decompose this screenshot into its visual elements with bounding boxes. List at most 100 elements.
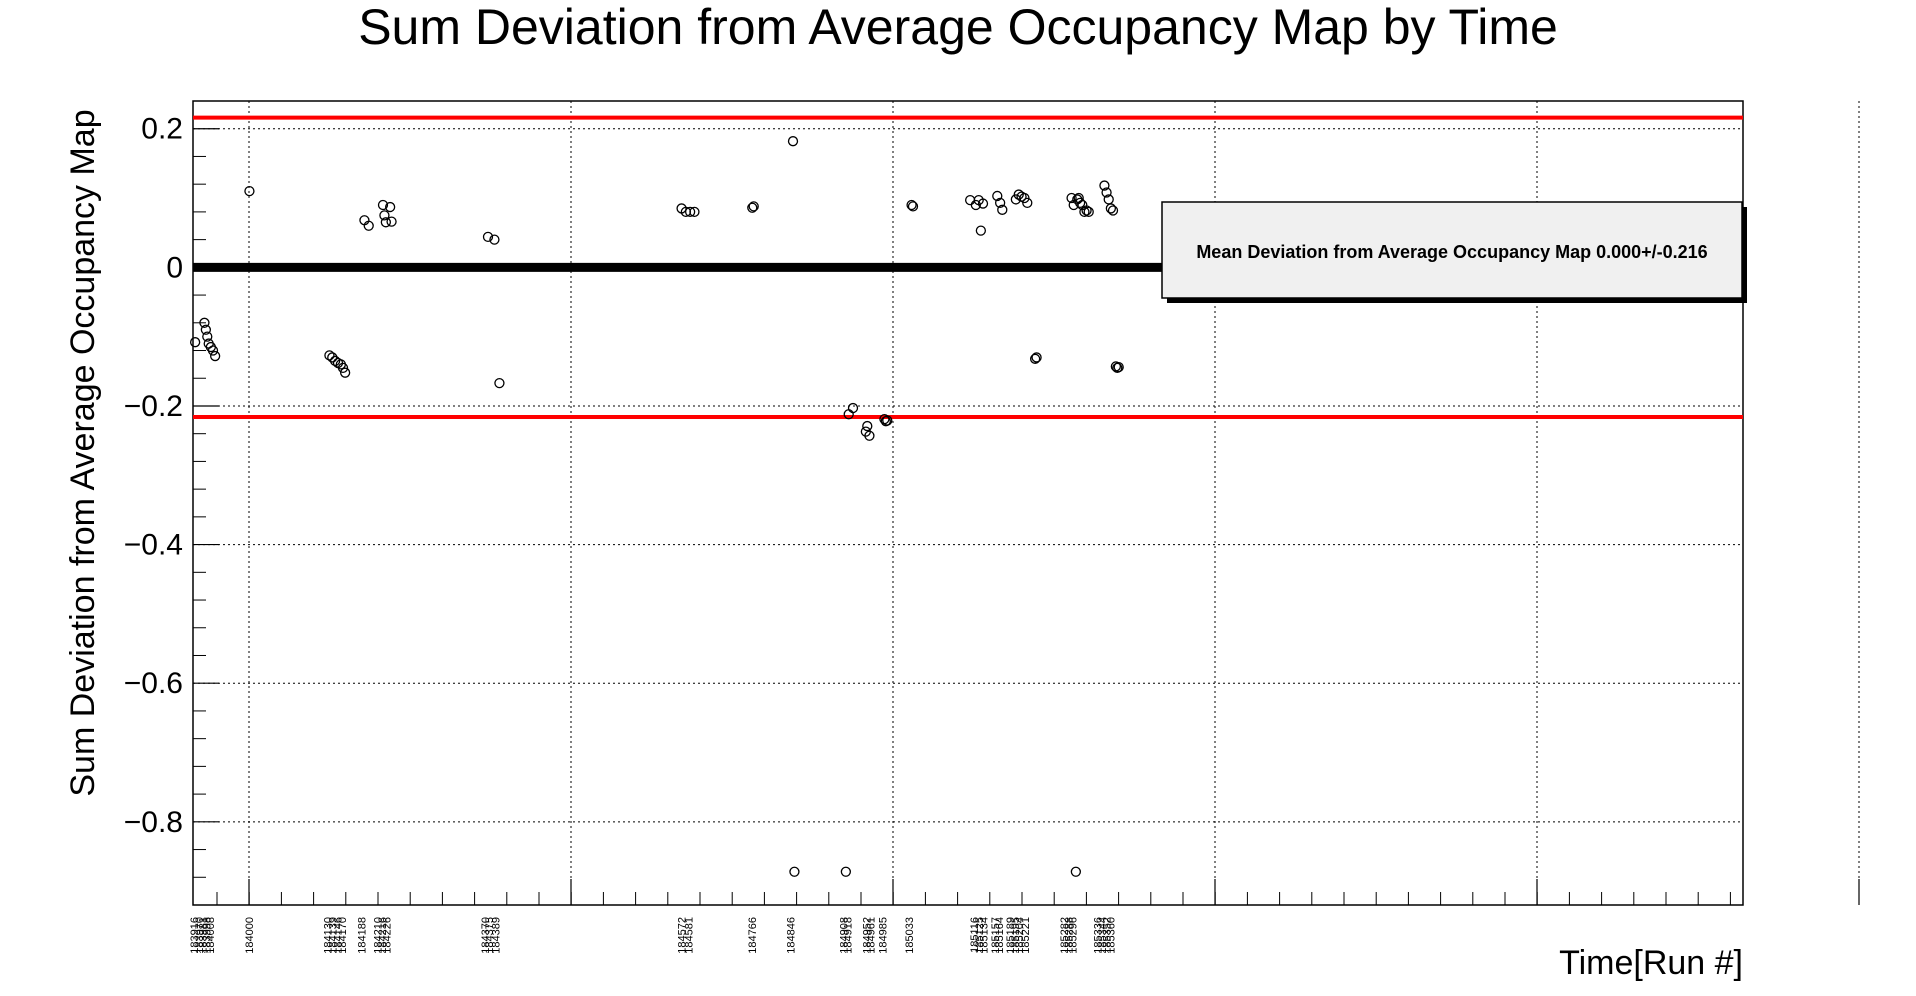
data-point	[906, 199, 917, 211]
x-tick-label: 184581	[683, 917, 695, 954]
y-tick-label: −0.6	[124, 667, 183, 700]
data-point	[1013, 189, 1024, 200]
data-point	[207, 345, 219, 356]
data-point	[748, 201, 759, 212]
x-tick-label: 184139	[328, 917, 340, 954]
x-tick-label: 185134	[978, 917, 990, 954]
data-point	[964, 194, 976, 206]
x-tick-label: 185288	[1063, 917, 1075, 954]
data-point	[363, 220, 374, 231]
data-point	[380, 217, 392, 228]
x-axis-label: Time[Run #]	[1559, 944, 1743, 982]
x-tick-label: 185336	[1093, 917, 1105, 954]
x-tick-label: 184216	[377, 917, 389, 954]
data-point	[862, 420, 873, 432]
x-tick-label: 185125	[974, 917, 986, 954]
x-tick-label: 184961	[866, 917, 878, 954]
data-point	[977, 198, 989, 209]
data-point	[1031, 352, 1042, 363]
data-point	[199, 317, 210, 328]
data-point	[209, 350, 221, 362]
data-point	[689, 206, 700, 218]
data-point	[1107, 205, 1119, 216]
data-point	[1101, 187, 1112, 198]
x-tick-label: 185164	[994, 917, 1006, 954]
x-tick-label: 185195	[1010, 917, 1022, 954]
data-points	[189, 136, 1124, 877]
data-point	[1029, 353, 1041, 364]
x-tick-label: 185352	[1101, 917, 1113, 954]
data-point	[1022, 197, 1033, 209]
x-tick-label: 184389	[491, 917, 503, 954]
x-tick-label: 184000	[244, 917, 256, 954]
data-point	[377, 199, 389, 211]
data-point	[324, 350, 335, 361]
chart-title: Sum Deviation from Average Occupancy Map…	[358, 0, 1558, 55]
stats-text: Mean Deviation from Average Occupancy Ma…	[1196, 242, 1707, 262]
x-tick-label: 183998	[201, 917, 213, 954]
data-point	[244, 185, 255, 197]
x-tick-label: 185344	[1097, 917, 1109, 954]
data-point	[997, 204, 1008, 215]
x-tick-label: 184210	[373, 917, 385, 954]
data-point	[337, 362, 349, 373]
y-axis: 0.2 0 −0.2 −0.4 −0.6 −0.8	[124, 100, 219, 906]
data-point	[202, 331, 213, 342]
data-point	[882, 415, 893, 426]
x-tick-label: 184918	[843, 917, 855, 954]
x-tick-label: 184572	[676, 917, 688, 954]
x-tick-label: 184130	[323, 917, 335, 954]
y-tick-label: 0	[166, 251, 183, 284]
y-axis-label: Sum Deviation from Average Occupancy Map	[64, 109, 102, 796]
stats-box: Mean Deviation from Average Occupancy Ma…	[1161, 201, 1747, 303]
x-tick-label: 184370	[480, 917, 492, 954]
data-point	[847, 402, 859, 414]
data-point	[200, 324, 212, 335]
data-point	[864, 430, 875, 441]
x-tick-label: 185360	[1106, 917, 1118, 954]
data-point	[494, 377, 505, 389]
x-tick-label: 185282	[1059, 917, 1071, 954]
data-point	[489, 234, 500, 245]
x-tick-label: 184008	[205, 917, 217, 954]
data-point	[339, 367, 351, 378]
y-tick-label: −0.4	[124, 529, 183, 562]
data-point	[684, 206, 696, 218]
x-tick-label: 184170	[337, 917, 349, 954]
data-point	[384, 201, 396, 213]
x-tick-label: 185296	[1068, 917, 1080, 954]
plot-frame	[192, 100, 1744, 906]
y-tick-label: −0.2	[124, 390, 183, 423]
data-point	[189, 337, 201, 348]
data-point	[1099, 180, 1110, 191]
data-point	[379, 210, 390, 221]
data-point	[907, 201, 919, 212]
data-point	[992, 190, 1003, 202]
x-tick-label: 185116	[969, 917, 981, 953]
x-tick-label: 185204	[1014, 917, 1026, 954]
x-tick-label: 184952	[861, 917, 873, 954]
data-point	[747, 202, 758, 213]
x-tick-label: 184766	[747, 917, 759, 954]
data-point	[1083, 206, 1094, 218]
y-tick-label: −0.8	[124, 806, 183, 839]
data-point	[482, 231, 494, 242]
data-point	[787, 136, 799, 147]
data-point	[1066, 192, 1077, 204]
x-tick-label: 184846	[786, 917, 798, 954]
x-tick-label: 184146	[333, 917, 345, 954]
x-tick-label: 184188	[356, 917, 368, 954]
data-point	[386, 216, 397, 227]
x-tick-label: 183916	[189, 917, 201, 954]
data-point	[329, 355, 341, 367]
data-point	[1074, 197, 1086, 209]
x-tick-label: 184226	[381, 917, 393, 954]
y-tick-label: 0.2	[141, 113, 183, 146]
threshold-lines	[193, 115, 1743, 420]
x-tick-label: 185033	[904, 917, 916, 954]
x-tick-label: 184985	[878, 917, 890, 954]
data-point	[327, 352, 338, 363]
data-point	[1081, 205, 1092, 216]
